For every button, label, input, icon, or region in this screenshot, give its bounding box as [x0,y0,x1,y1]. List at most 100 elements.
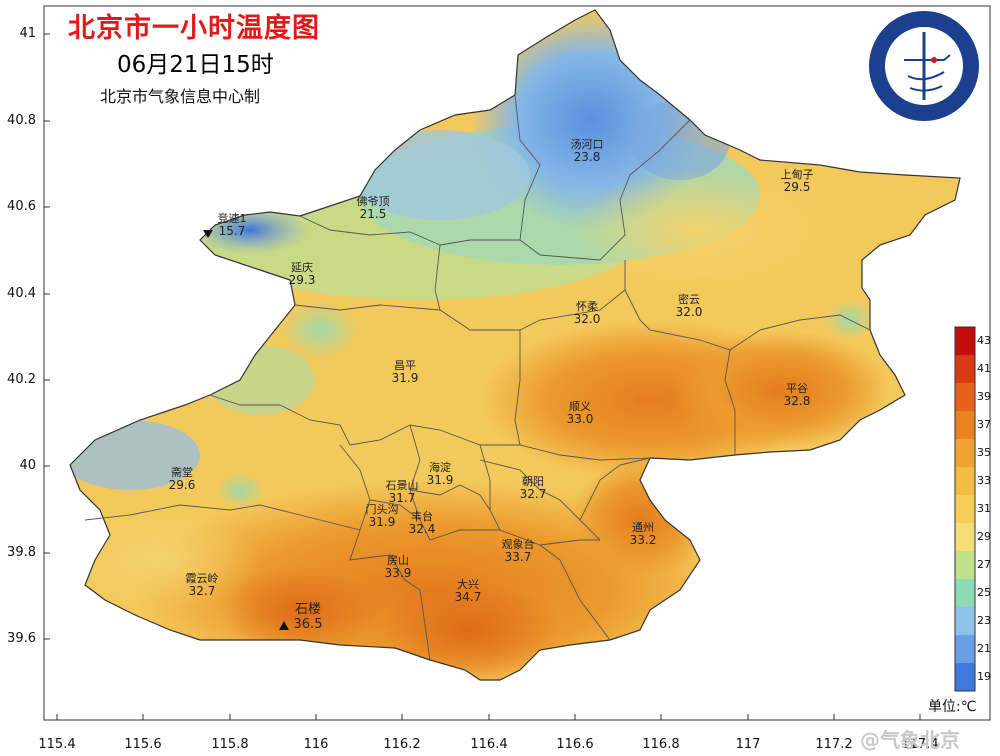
station-temp: 32.0 [675,305,703,319]
legend-tick: 43 [977,334,991,347]
legend-tick: 37 [977,418,991,431]
legend-tick: 27 [977,558,991,571]
station-marker-triangle-up [279,621,289,630]
station-temp: 31.7 [388,491,416,505]
station-label: 观象台 33.7 [478,538,558,564]
station-name: 上甸子 [780,168,814,181]
station-label: 朝阳 32.7 [493,475,573,501]
x-tick-label: 117 [735,737,761,752]
map-title: 北京市一小时温度图 [68,13,320,44]
station-name: 通州 [632,521,654,534]
x-tick-label: 117.4 [901,737,939,752]
station-temp: 31.9 [368,515,396,529]
map-time: 06月21日15时 [117,52,274,78]
station-name: 石景山 [385,479,419,492]
beijing-border [69,9,961,681]
station-temp: 36.5 [293,617,323,632]
x-tick-label: 116.8 [642,737,680,752]
station-label: 霞云岭 32.7 [162,572,242,598]
y-tick-label: 39.6 [7,631,36,646]
station-temp: 33.9 [384,566,412,580]
legend-tick: 25 [977,586,991,599]
station-temp: 29.3 [288,273,316,287]
station-temp: 32.0 [573,312,601,326]
legend-tick: 41 [977,362,991,375]
station-temp: 33.7 [504,550,532,564]
x-tick-label: 116.4 [470,737,508,752]
district-borders [84,94,871,661]
station-name: 霞云岭 [185,572,219,585]
station-name: 观象台 [501,538,535,551]
legend-tick: 33 [977,474,991,487]
station-label: 门头沟 31.9 [342,503,422,529]
x-tick-label: 116.6 [556,737,594,752]
station-name: 门头沟 [365,503,399,516]
station-label: 密云 32.0 [649,293,729,319]
y-tick-label: 39.8 [7,545,36,560]
station-name: 密云 [678,293,700,306]
station-label: 大兴 34.7 [428,578,508,604]
station-temp: 29.6 [168,478,196,492]
station-name: 海淀 [429,461,451,474]
station-name: 昌平 [394,359,416,372]
station-label: 怀柔 32.0 [547,300,627,326]
station-temp: 31.9 [391,371,419,385]
legend-tick: 23 [977,614,991,627]
station-name: 平谷 [786,382,808,395]
station-temp: 23.8 [573,150,601,164]
station-temp: 15.7 [218,224,246,238]
station-temp: 32.4 [408,522,436,536]
station-name: 斋堂 [171,466,193,479]
station-label: 房山 33.9 [358,554,438,580]
station-name: 延庆 [291,261,313,274]
station-label: 通州 33.2 [603,521,683,547]
y-tick-label: 40 [19,458,36,473]
legend-tick: 35 [977,446,991,459]
station-temp: 31.9 [426,473,454,487]
y-tick-label: 40.4 [7,286,36,301]
station-temp: 33.0 [566,412,594,426]
y-tick-label: 40.2 [7,372,36,387]
y-tick-label: 40.6 [7,199,36,214]
station-name: 房山 [387,554,409,567]
x-tick-label: 117.2 [815,737,853,752]
station-label: 竞速1 15.7 [192,212,272,238]
station-temp: 33.2 [629,533,657,547]
station-label: 延庆 29.3 [262,261,342,287]
station-temp: 32.7 [519,487,547,501]
station-name: 佛爷顶 [356,195,390,208]
station-name: 汤河口 [570,138,604,151]
y-tick-label: 40.8 [7,113,36,128]
x-tick-label: 116 [303,737,329,752]
x-tick-label: 116.2 [383,737,421,752]
x-tick-label: 115.8 [211,737,249,752]
axis-ticks [44,33,921,720]
watermark: @气象北京 [860,728,960,752]
legend-tick: 29 [977,530,991,543]
station-temp: 32.7 [188,584,216,598]
legend-tick: 19 [977,670,991,683]
station-name: 朝阳 [522,475,544,488]
station-temp: 21.5 [359,207,387,221]
station-label: 上甸子 29.5 [757,168,837,194]
legend-tick: 39 [977,390,991,403]
station-temp: 34.7 [454,590,482,604]
map-producer: 北京市气象信息中心制 [100,87,261,106]
station-label: 汤河口 23.8 [547,138,627,164]
station-label: 昌平 31.9 [365,359,445,385]
station-label: 佛爷顶 21.5 [333,195,413,221]
station-label: 顺义 33.0 [540,400,620,426]
station-label: 平谷 32.8 [757,382,837,408]
legend-colorbar [954,326,976,692]
station-temp: 29.5 [783,180,811,194]
y-tick-label: 41 [19,26,36,41]
station-name: 石楼 [294,602,321,617]
station-name: 大兴 [457,578,479,591]
x-tick-label: 115.6 [124,737,162,752]
station-marker-triangle-down [203,230,213,238]
station-name: 竞速1 [217,212,247,225]
station-label: 海淀 31.9 [400,461,480,487]
station-label: 石楼 36.5 [268,602,348,632]
